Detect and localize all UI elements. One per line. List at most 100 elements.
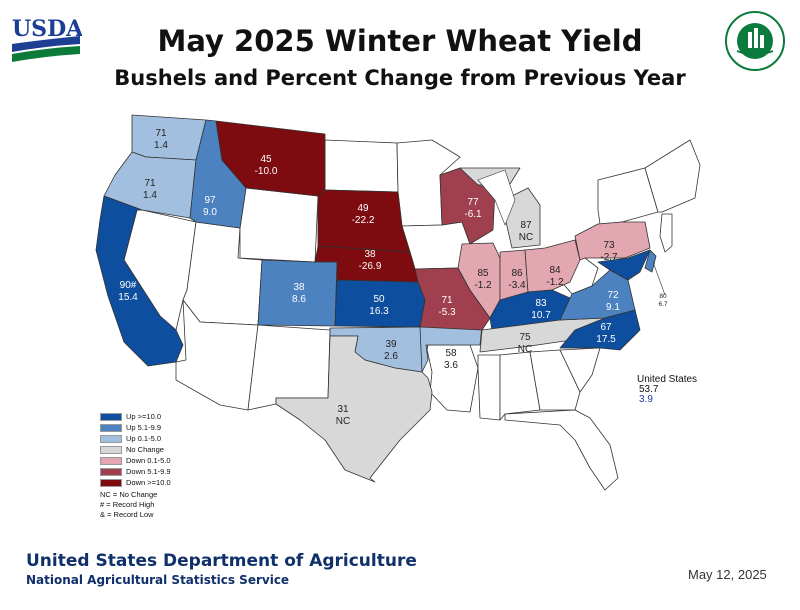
legend-label: Down 5.1-9.9 (126, 467, 171, 476)
state-change-label-OR: 1.4 (143, 190, 157, 201)
legend-item: Up 5.1-9.9 (100, 422, 171, 433)
state-yield-label-IL: 85 (477, 268, 489, 279)
state-shape-no-data (504, 409, 619, 491)
state-shape-no-data (644, 139, 701, 213)
map-title: May 2025 Winter Wheat Yield (157, 24, 643, 58)
state-change-label-PA: -2.7 (600, 252, 618, 263)
state-shape-no-data (324, 139, 399, 193)
state-change-label-IN: -3.4 (508, 280, 526, 291)
national-total: United States 53.7 3.9 (637, 375, 697, 405)
state-yield-label-KS: 50 (373, 294, 385, 305)
legend-notes: NC = No Change # = Record High & = Recor… (100, 490, 157, 520)
legend-swatch (100, 412, 122, 421)
legend-item: Down 0.1-5.0 (100, 455, 171, 466)
state-shape-MD (597, 249, 651, 281)
legend-label: No Change (126, 445, 164, 454)
legend-item: Down >=10.0 (100, 477, 171, 488)
state-shape-no-data (425, 344, 479, 413)
legend-item: No Change (100, 444, 171, 455)
state-yield-label-VA: 72 (607, 290, 619, 301)
state-yield-label-KY: 83 (535, 298, 547, 309)
state-shape-no-data (529, 349, 581, 411)
state-change-label-SD: -22.2 (352, 215, 375, 226)
state-yield-label-DE: 80 (659, 293, 667, 300)
state-change-label-AR: 3.6 (444, 360, 458, 371)
state-change-label-KY: 10.7 (531, 310, 551, 321)
state-yield-label-MO: 71 (441, 295, 453, 306)
state-yield-label-SD: 49 (357, 203, 369, 214)
legend-swatch (100, 456, 122, 465)
state-change-label-NC: 17.5 (596, 334, 616, 345)
legend-note: NC = No Change (100, 490, 158, 499)
state-change-label-DE: 6.7 (658, 301, 667, 308)
state-change-label-OK: 2.6 (384, 351, 398, 362)
great-lakes (477, 169, 516, 226)
legend-label: Up 0.1-5.0 (126, 434, 162, 443)
state-change-label-NE: -26.9 (359, 261, 382, 272)
state-yield-label-NC: 67 (600, 322, 612, 333)
legend-label: Up 5.1-9.9 (126, 423, 162, 432)
legend-swatch (100, 467, 122, 476)
state-change-label-TN: NC (518, 344, 532, 355)
state-yield-label-MI: 87 (520, 220, 532, 231)
legend-label: Up >=10.0 (126, 412, 162, 421)
legend-swatch (100, 434, 122, 443)
legend-item: Up >=10.0 (100, 411, 171, 422)
state-change-label-VA: 9.1 (606, 302, 620, 313)
state-yield-label-MT: 45 (260, 154, 272, 165)
footer-agency: National Agricultural Statistics Service (26, 573, 290, 587)
national-label: United States (637, 374, 698, 385)
state-yield-label-NE: 38 (364, 249, 376, 260)
state-shape-no-data (477, 354, 501, 421)
footer-organization: United States Department of Agriculture (26, 551, 417, 571)
legend-label: Down 0.1-5.0 (126, 456, 171, 465)
state-yield-label-OK: 39 (385, 339, 397, 350)
legend-swatch (100, 445, 122, 454)
legend-note: & = Record Low (100, 510, 154, 519)
delaware-leader-line (652, 261, 666, 296)
state-shape-CA (95, 195, 184, 367)
state-change-label-OH: -1.2 (546, 277, 564, 288)
state-change-label-KS: 16.3 (369, 306, 389, 317)
state-change-label-ID: 9.0 (203, 207, 217, 218)
state-shape-no-data (559, 347, 601, 393)
usda-logo: USDA (12, 16, 82, 62)
state-change-label-MI: NC (519, 232, 533, 243)
legend-swatch (100, 423, 122, 432)
state-change-label-MT: -10.0 (255, 166, 278, 177)
national-yield: 53.7 (639, 384, 659, 395)
state-shape-no-data (499, 351, 541, 421)
state-shape-DE (644, 249, 657, 273)
state-change-label-MO: -5.3 (438, 307, 456, 318)
state-yield-label-CO: 38 (293, 282, 305, 293)
state-yield-label-TN: 75 (519, 332, 531, 343)
state-change-label-WI: -6.1 (464, 209, 482, 220)
state-shape-no-data (239, 187, 319, 263)
agriculture-counts-logo (725, 11, 785, 71)
state-yield-label-TX: 31 (337, 404, 349, 415)
state-change-label-IL: -1.2 (474, 280, 492, 291)
legend-swatch (100, 478, 122, 487)
state-yield-label-WI: 77 (467, 197, 479, 208)
state-yield-label-OR: 71 (144, 178, 156, 189)
legend-label: Down >=10.0 (126, 478, 171, 487)
state-shape-NC (559, 309, 641, 351)
state-shape-OR (103, 151, 197, 219)
legend: Up >=10.0 Up 5.1-9.9 Up 0.1-5.0 No Chang… (100, 411, 171, 488)
state-shape-PA (574, 221, 651, 261)
state-shape-WA (131, 114, 207, 161)
state-shape-no-data (659, 213, 673, 253)
state-yield-label-WA: 71 (155, 128, 167, 139)
state-yield-label-ID: 97 (204, 195, 216, 206)
map-subtitle: Bushels and Percent Change from Previous… (114, 66, 686, 90)
legend-item: Down 5.1-9.9 (100, 466, 171, 477)
state-yield-label-PA: 73 (603, 240, 615, 251)
state-shape-no-data (247, 324, 331, 411)
state-change-label-CO: 8.6 (292, 294, 306, 305)
legend-note: # = Record High (100, 500, 155, 509)
state-change-label-TX: NC (336, 416, 350, 427)
national-change: 3.9 (639, 394, 653, 405)
state-yield-label-IN: 86 (511, 268, 523, 279)
state-yield-label-OH: 84 (549, 265, 561, 276)
